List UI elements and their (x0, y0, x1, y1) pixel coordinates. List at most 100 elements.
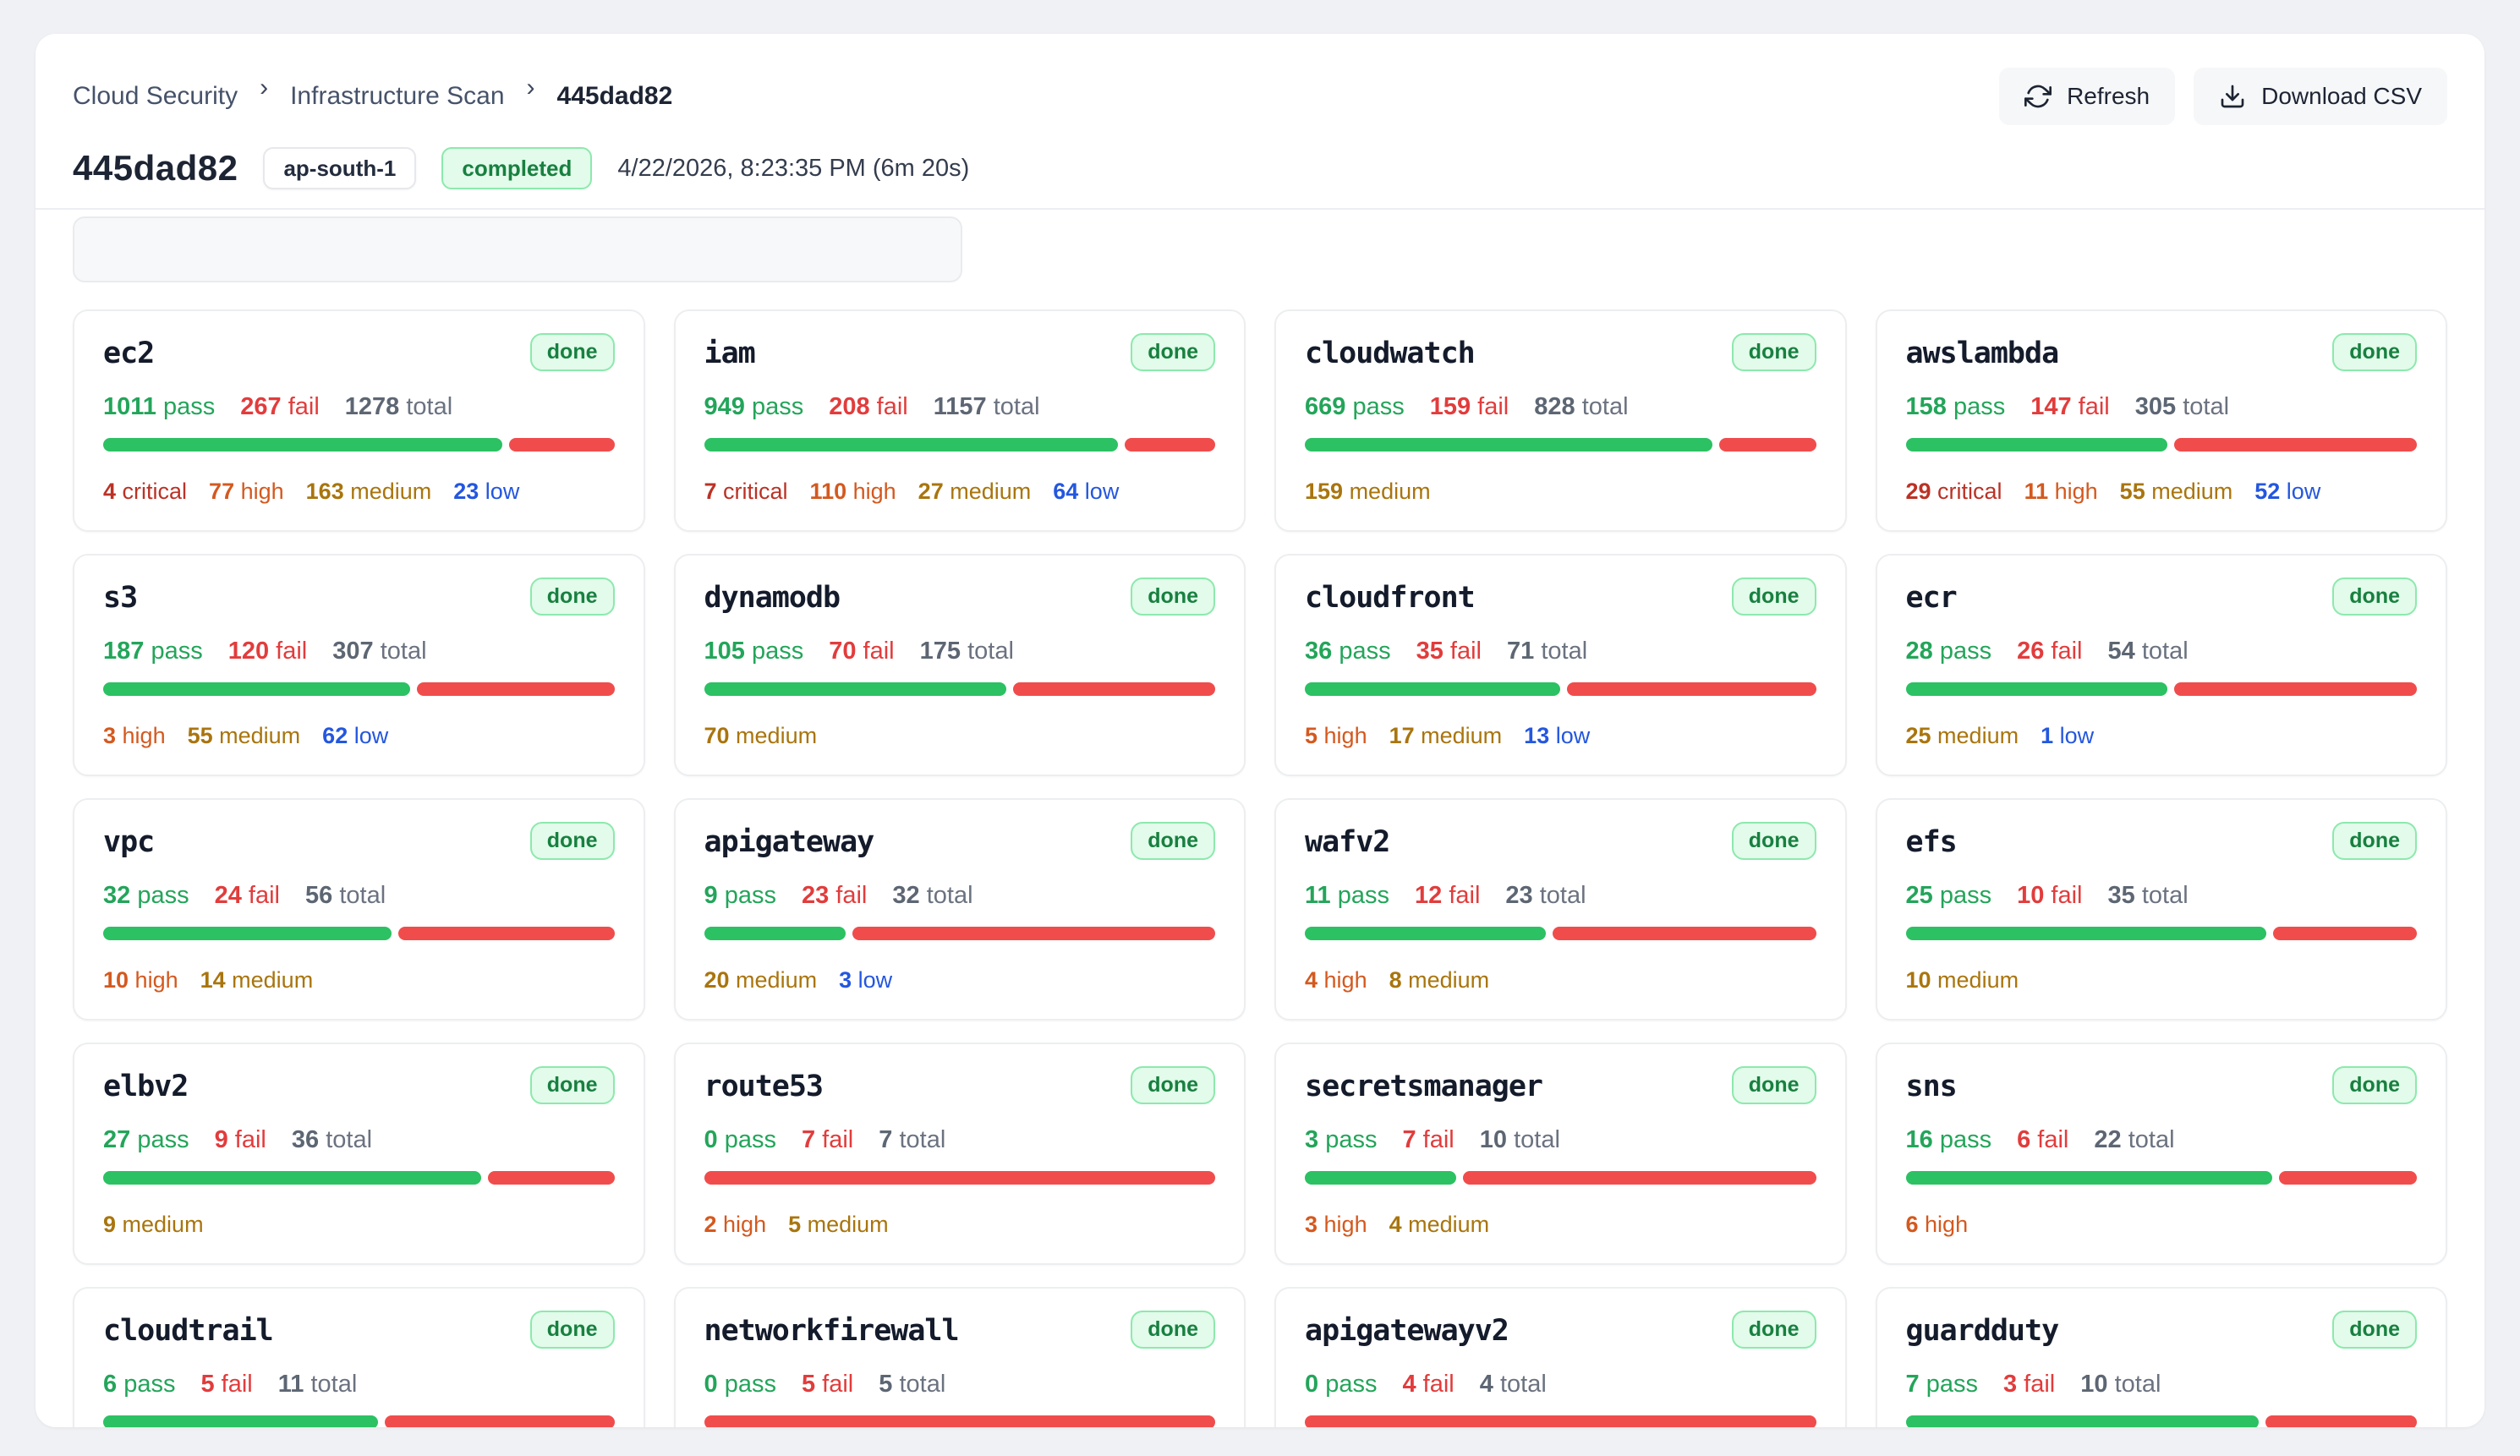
service-card[interactable]: ecr done 28 pass 26 fail 54 total 25 med… (1875, 554, 2447, 776)
fail-stat: 147 fail (2030, 393, 2110, 421)
pass-count: 158 (1905, 393, 1947, 420)
service-status-badge: done (1731, 1311, 1816, 1349)
fail-label: fail (288, 393, 320, 420)
service-card[interactable]: dynamodb done 105 pass 70 fail 175 total… (673, 554, 1246, 776)
download-csv-button-label: Download CSV (2261, 83, 2422, 109)
fail-count: 7 (801, 1126, 816, 1153)
pass-fail-progress-bar (1305, 682, 1816, 696)
service-card[interactable]: wafv2 done 11 pass 12 fail 23 total 4 hi… (1274, 798, 1847, 1021)
service-card[interactable]: elbv2 done 27 pass 9 fail 36 total 9 med… (73, 1043, 645, 1265)
service-card[interactable]: s3 done 187 pass 120 fail 307 total 3 hi… (73, 554, 645, 776)
refresh-button[interactable]: Refresh (1999, 68, 2176, 125)
fail-stat: 26 fail (2017, 638, 2082, 665)
severity-high: 110 high (809, 479, 896, 504)
total-stat: 175 total (920, 638, 1014, 665)
fail-stat: 24 fail (215, 882, 280, 910)
pass-bar-segment (1905, 927, 2266, 940)
service-name: sns (1905, 1070, 1958, 1103)
total-label: total (899, 1126, 946, 1153)
pass-count: 6 (103, 1371, 118, 1398)
service-card[interactable]: cloudfront done 36 pass 35 fail 71 total… (1274, 554, 1847, 776)
fail-count: 70 (829, 638, 857, 665)
severity-high: 4 high (1305, 967, 1367, 993)
severity-critical: 29 critical (1905, 479, 2002, 504)
service-card[interactable]: guardduty done 7 pass 3 fail 10 total 1 … (1875, 1287, 2447, 1427)
stats-row: 3 pass 7 fail 10 total (1305, 1126, 1816, 1154)
service-card[interactable]: ec2 done 1011 pass 267 fail 1278 total 4… (73, 309, 645, 532)
service-name: ecr (1905, 581, 1958, 615)
service-card[interactable]: vpc done 32 pass 24 fail 56 total 10 hig… (73, 798, 645, 1021)
breadcrumb-item-cloud-security[interactable]: Cloud Security (73, 82, 238, 110)
pass-label: pass (123, 1371, 176, 1398)
service-card[interactable]: awslambda done 158 pass 147 fail 305 tot… (1875, 309, 2447, 532)
fail-label: fail (221, 1371, 253, 1398)
pass-fail-progress-bar (1905, 1415, 2417, 1427)
breadcrumb-item-infrastructure-scan[interactable]: Infrastructure Scan (290, 82, 505, 110)
severity-row: 3 high 4 medium (1305, 1212, 1816, 1238)
pass-fail-progress-bar (1905, 438, 2417, 452)
total-count: 35 (2107, 882, 2135, 909)
pass-label: pass (724, 1126, 776, 1153)
stats-row: 6 pass 5 fail 11 total (103, 1371, 615, 1399)
fail-bar-segment (1305, 1415, 1816, 1427)
chevron-right-icon: › (260, 74, 269, 101)
service-card[interactable]: secretsmanager done 3 pass 7 fail 10 tot… (1274, 1043, 1847, 1265)
service-card[interactable]: networkfirewall done 0 pass 5 fail 5 tot… (673, 1287, 1246, 1427)
service-card[interactable]: cloudtrail done 6 pass 5 fail 11 total 2… (73, 1287, 645, 1427)
stats-row: 0 pass 4 fail 4 total (1305, 1371, 1816, 1399)
total-stat: 5 total (879, 1371, 945, 1399)
fail-label: fail (2078, 393, 2110, 420)
severity-row: 29 critical 11 high 55 medium 52 low (1906, 479, 2418, 505)
fail-count: 10 (2017, 882, 2045, 909)
fail-bar-segment (2272, 927, 2417, 940)
fail-count: 120 (227, 638, 270, 665)
total-label: total (2141, 882, 2189, 909)
pass-stat: 105 pass (704, 638, 804, 665)
filter-input[interactable] (73, 216, 962, 282)
service-card[interactable]: apigateway done 9 pass 23 fail 32 total … (673, 798, 1246, 1021)
total-count: 1157 (933, 393, 987, 420)
fail-stat: 5 fail (802, 1371, 853, 1399)
pass-fail-progress-bar (1305, 438, 1816, 452)
pass-bar-segment (103, 438, 502, 452)
fail-stat: 4 fail (1402, 1371, 1454, 1399)
severity-critical: 4 critical (103, 479, 188, 504)
severity-low: 64 low (1053, 479, 1120, 504)
main-panel: Cloud Security › Infrastructure Scan › 4… (36, 34, 2484, 1427)
service-name: dynamodb (704, 581, 841, 615)
pass-label: pass (1939, 638, 1992, 665)
pass-bar-segment (103, 927, 392, 940)
fail-bar-segment (704, 1171, 1215, 1185)
fail-bar-segment (2265, 1415, 2417, 1427)
severity-row: 5 high 17 medium 13 low (1305, 723, 1816, 749)
total-count: 305 (2134, 393, 2177, 420)
service-card[interactable]: sns done 16 pass 6 fail 22 total 6 high (1875, 1043, 2447, 1265)
severity-row: 2 high 5 medium (704, 1212, 1216, 1238)
service-card[interactable]: iam done 949 pass 208 fail 1157 total 7 … (673, 309, 1246, 532)
service-status-badge: done (529, 577, 615, 616)
fail-count: 12 (1415, 882, 1443, 909)
total-count: 10 (2080, 1371, 2108, 1398)
stats-row: 158 pass 147 fail 305 total (1906, 393, 2418, 421)
pass-fail-progress-bar (103, 438, 615, 452)
pass-count: 27 (103, 1126, 131, 1153)
service-status-badge: done (1731, 333, 1816, 371)
pass-label: pass (751, 638, 804, 665)
total-label: total (993, 393, 1040, 420)
service-card[interactable]: apigatewayv2 done 0 pass 4 fail 4 total … (1274, 1287, 1847, 1427)
severity-high: 5 high (1305, 723, 1367, 748)
severity-medium: 4 medium (1389, 1212, 1490, 1237)
total-count: 71 (1507, 638, 1535, 665)
pass-fail-progress-bar (704, 682, 1215, 696)
severity-low: 13 low (1524, 723, 1591, 748)
service-card[interactable]: route53 done 0 pass 7 fail 7 total 2 hig… (673, 1043, 1246, 1265)
service-name: apigateway (704, 825, 875, 859)
pass-fail-progress-bar (1305, 1415, 1816, 1427)
total-count: 10 (1479, 1126, 1508, 1153)
service-status-badge: done (1731, 822, 1816, 860)
download-csv-button[interactable]: Download CSV (2194, 68, 2447, 125)
severity-high: 77 high (209, 479, 284, 504)
service-card[interactable]: efs done 25 pass 10 fail 35 total 10 med… (1875, 798, 2447, 1021)
service-card[interactable]: cloudwatch done 669 pass 159 fail 828 to… (1274, 309, 1847, 532)
refresh-button-label: Refresh (2067, 83, 2150, 109)
